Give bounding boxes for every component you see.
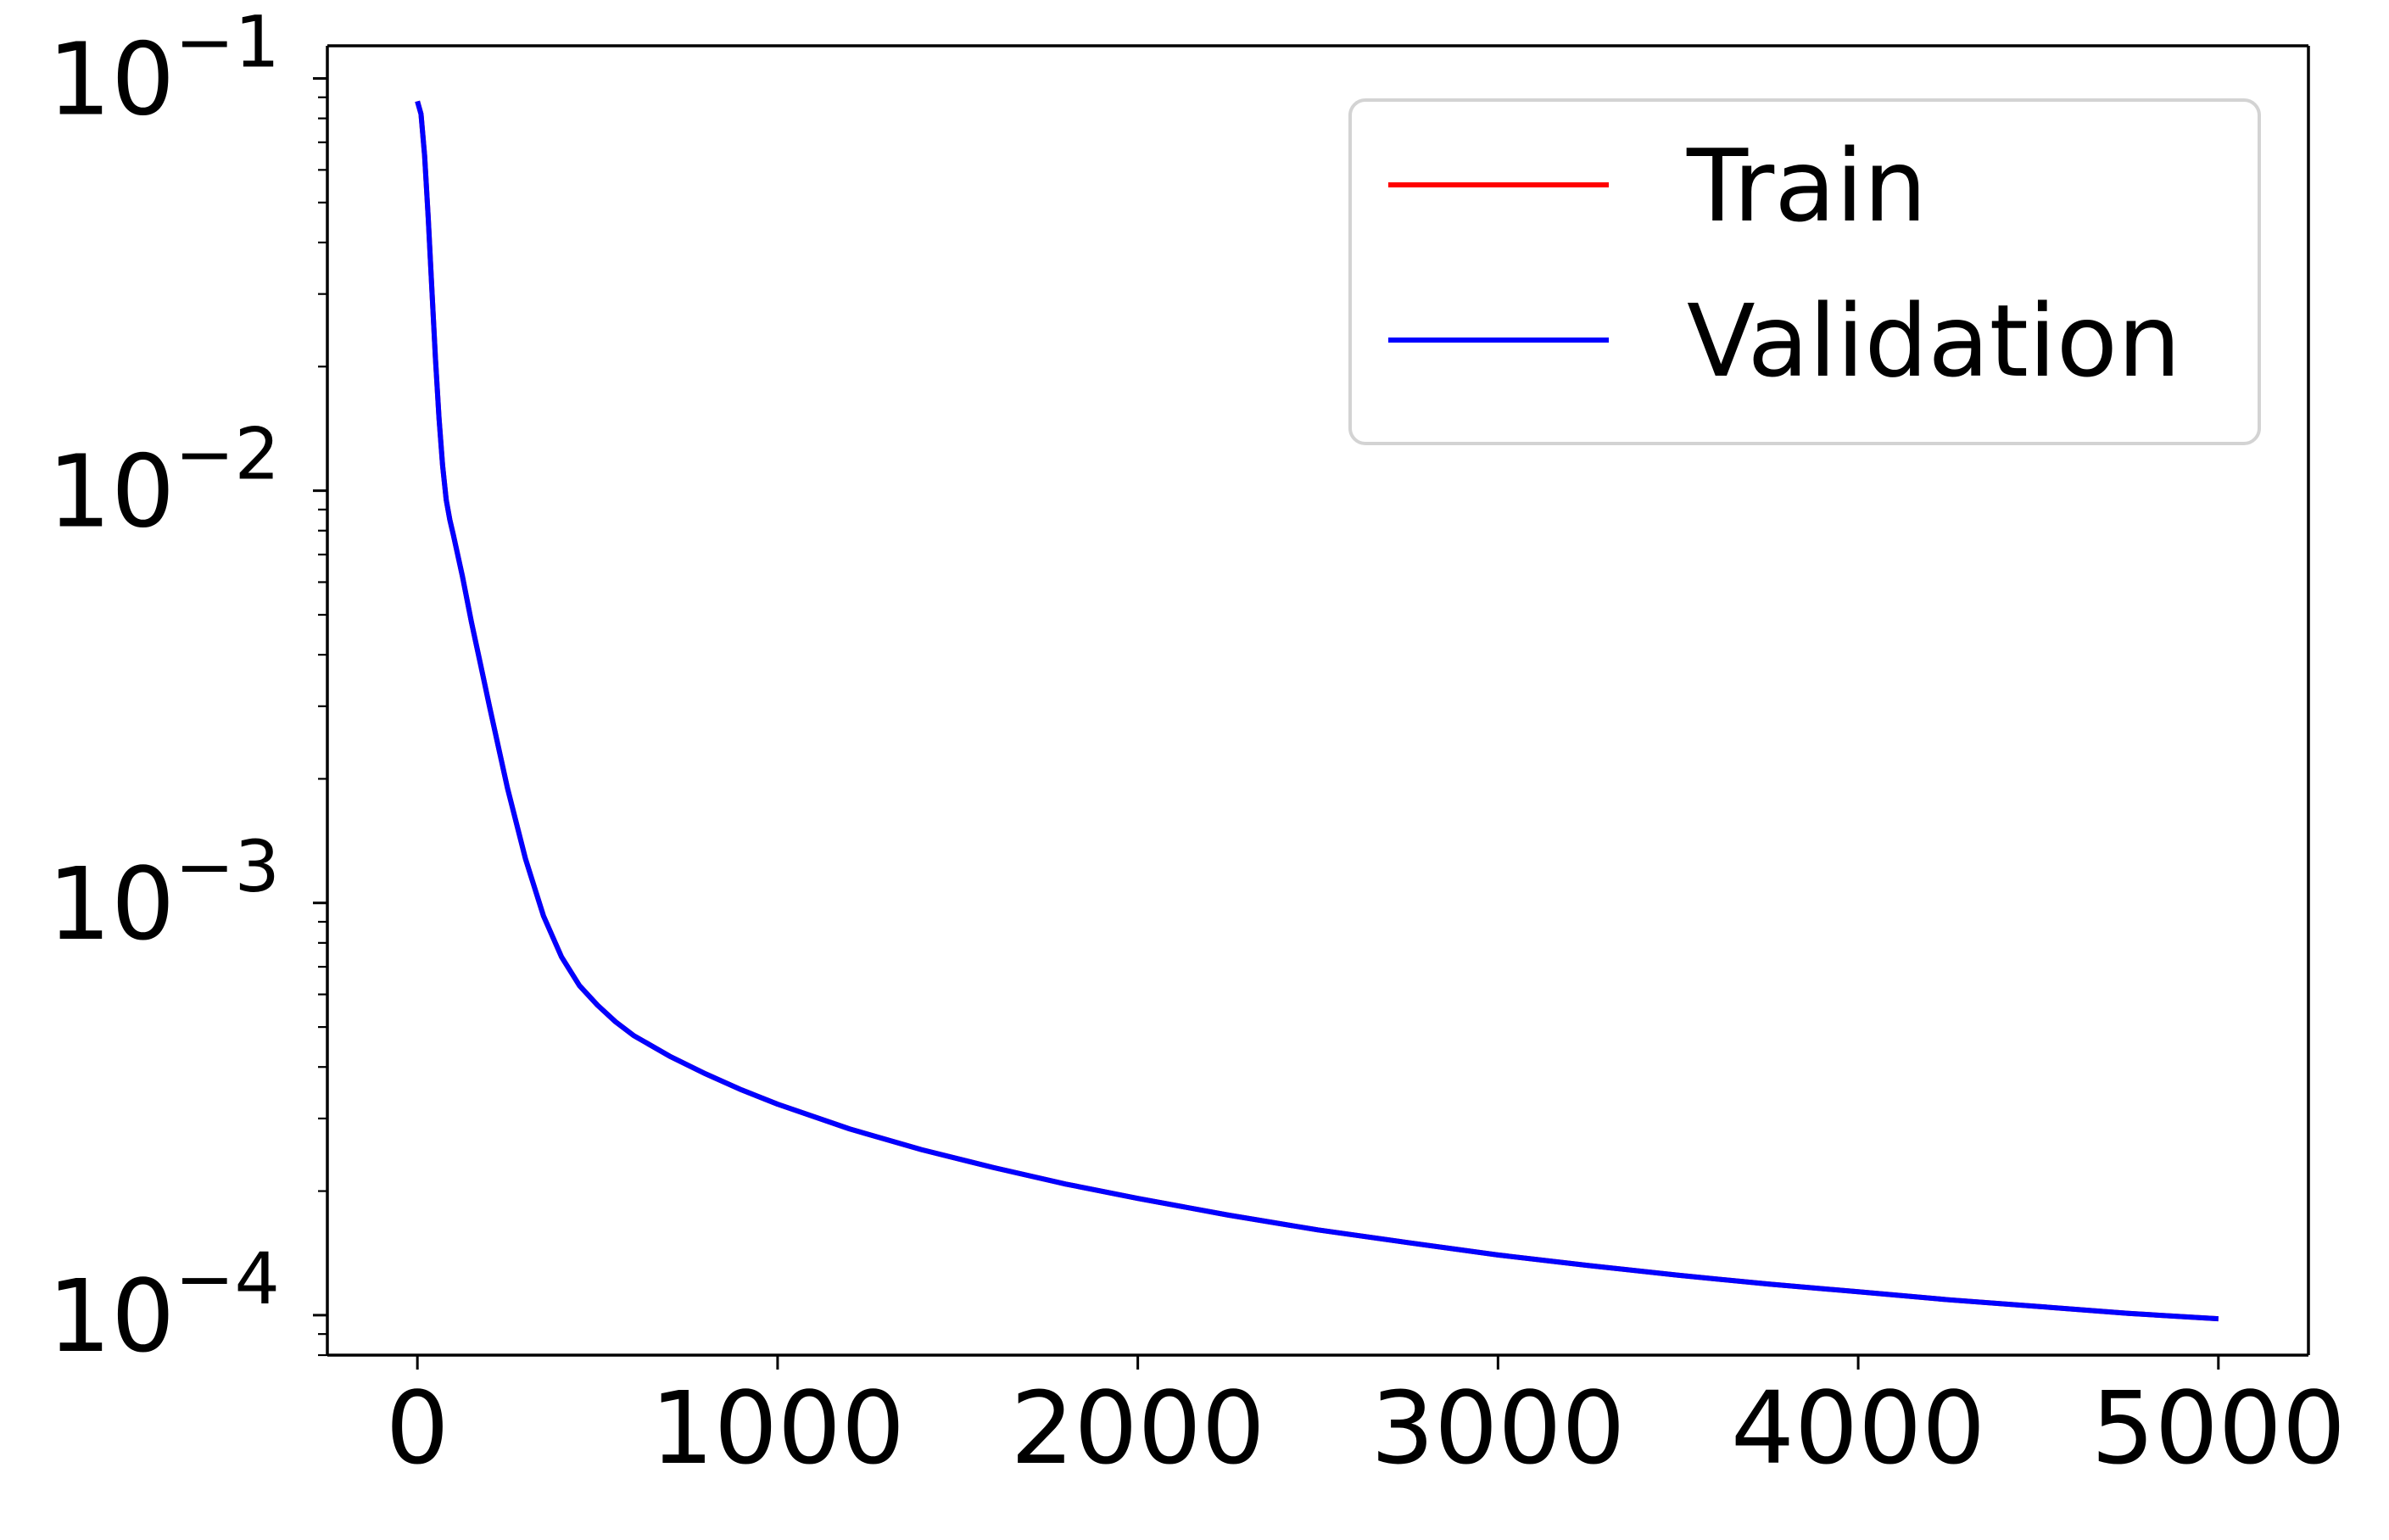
y-tick-label-exponent: −1 — [175, 0, 280, 83]
legend-label-train: Train — [1686, 127, 1927, 244]
y-tick-label-base: 10 — [47, 433, 175, 550]
legend: Train Validation — [1348, 98, 2261, 445]
x-tick-label: 1000 — [650, 1370, 905, 1487]
x-tick-label: 3000 — [1370, 1370, 1625, 1487]
y-tick-label: 10−2 — [47, 413, 280, 550]
y-tick-label: 10−4 — [47, 1237, 280, 1375]
x-tick-label: 0 — [386, 1370, 449, 1487]
y-tick-label-exponent: −4 — [175, 1237, 280, 1320]
y-tick-label-base: 10 — [47, 20, 175, 137]
series-layer — [415, 100, 2219, 1322]
y-tick-label-exponent: −2 — [175, 413, 280, 496]
series-line-validation — [415, 100, 2219, 1322]
legend-label-validation: Validation — [1687, 282, 2181, 399]
x-tick-label: 5000 — [2091, 1370, 2346, 1487]
y-tick-label: 10−3 — [47, 825, 280, 962]
y-tick-label-exponent: −3 — [175, 825, 280, 908]
x-tick-label: 2000 — [1010, 1370, 1264, 1487]
y-tick-label-base: 10 — [47, 845, 175, 962]
x-tick-label: 4000 — [1731, 1370, 1985, 1487]
y-tick-label-base: 10 — [47, 1258, 175, 1375]
y-tick-label: 10−1 — [47, 0, 280, 137]
